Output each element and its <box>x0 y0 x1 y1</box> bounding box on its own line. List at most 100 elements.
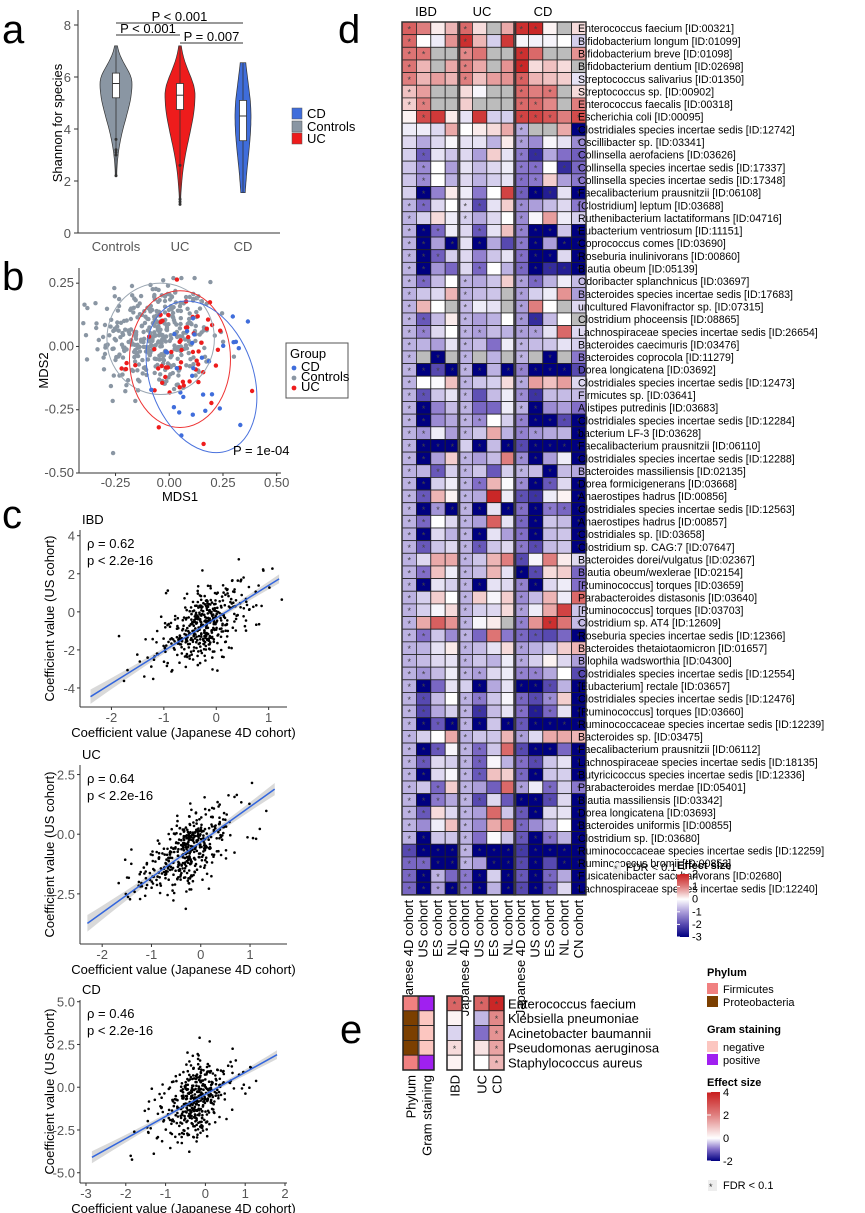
heatmap-cell <box>430 578 446 592</box>
heatmap-cell <box>486 413 502 428</box>
data-point <box>220 627 223 630</box>
fdr-star: * <box>407 252 411 262</box>
heatmap-cell <box>542 34 558 48</box>
heatmap-cell <box>542 730 558 744</box>
data-point <box>195 646 198 650</box>
data-point <box>162 644 165 648</box>
data-point <box>178 634 182 637</box>
point-controls <box>155 362 160 368</box>
data-point <box>199 1099 202 1102</box>
heatmap-cell <box>542 666 558 681</box>
data-point <box>244 629 248 632</box>
point-uc <box>218 328 223 333</box>
data-point <box>182 616 186 619</box>
data-point <box>234 599 238 602</box>
heatmap-cell <box>556 590 573 605</box>
data-point <box>254 604 258 607</box>
point-controls <box>169 353 174 358</box>
heatmap-cell <box>542 122 558 137</box>
point-controls <box>146 350 152 356</box>
fdr-star: * <box>478 682 482 692</box>
fdr-legend-key <box>613 863 621 873</box>
point-cd <box>174 366 179 371</box>
point-controls <box>112 285 117 291</box>
data-point <box>151 637 154 641</box>
outlier-point <box>178 197 182 201</box>
fdr-star: * <box>548 885 552 895</box>
x-tick-label: 0 <box>197 947 204 962</box>
colorbar-tick-label: 1 <box>692 881 698 893</box>
fdr-star: * <box>519 239 523 249</box>
fdr-star: * <box>463 568 467 578</box>
fdr-star: * <box>422 315 426 325</box>
data-point <box>206 605 210 609</box>
fdr-star: * <box>422 682 426 692</box>
fdr-star: * <box>451 505 455 515</box>
heatmap-cell <box>430 97 446 111</box>
fdr-star: * <box>507 442 511 452</box>
fdr-star: * <box>534 366 538 376</box>
data-point <box>188 631 191 635</box>
fdr-star: * <box>507 505 511 515</box>
data-point <box>208 617 212 620</box>
data-point <box>271 567 274 570</box>
data-point <box>187 815 191 818</box>
data-point <box>185 1106 189 1110</box>
point-controls <box>101 355 106 360</box>
data-point <box>203 864 207 867</box>
heatmap-cell <box>486 540 502 554</box>
data-point <box>156 1112 160 1116</box>
fdr-star: * <box>478 758 482 768</box>
point-controls <box>192 275 197 281</box>
data-point <box>233 588 236 591</box>
fdr-star: * <box>463 75 467 85</box>
point-uc <box>205 317 211 322</box>
data-point <box>199 635 203 638</box>
fdr-star: * <box>407 379 411 389</box>
data-point <box>174 1074 178 1078</box>
heatmap-cell <box>430 476 446 491</box>
fdr-star: * <box>577 227 581 237</box>
point-controls <box>175 356 180 361</box>
data-point <box>195 1140 198 1143</box>
heatmap-cell <box>486 666 502 681</box>
point-uc <box>123 366 129 372</box>
row-label: Enterococcus faecalis [ID:00318] <box>578 99 733 111</box>
row-label: Clostridiales species incertae sedis [ID… <box>578 377 795 389</box>
heatmap-cell <box>415 464 432 478</box>
fdr-star: * <box>534 252 538 262</box>
fdr-star: * <box>534 328 538 338</box>
fdr-star: * <box>519 809 523 819</box>
heatmap-cell <box>486 249 502 263</box>
data-point <box>170 1118 174 1122</box>
point-controls <box>153 286 159 292</box>
fdr-star: * <box>507 847 511 857</box>
data-point <box>185 616 188 620</box>
column-label: IBD <box>448 1075 463 1097</box>
fdr-star: * <box>478 796 482 806</box>
column-label: CD <box>490 1075 505 1094</box>
data-point <box>226 1064 230 1067</box>
data-point <box>179 832 182 836</box>
data-point <box>230 1108 234 1111</box>
heatmap-cell <box>486 59 502 74</box>
data-point <box>195 1123 198 1127</box>
ellipse-uc <box>129 290 231 428</box>
point-controls <box>165 283 171 288</box>
data-point <box>144 876 148 880</box>
heatmap-cell <box>471 337 488 352</box>
data-point <box>196 663 200 667</box>
data-point <box>203 654 206 658</box>
data-point <box>183 876 187 879</box>
data-point <box>197 834 200 838</box>
row-label: [Ruminococcus] torques [ID:03660] <box>578 706 744 718</box>
heatmap-group-border <box>513 21 587 896</box>
data-point <box>195 604 198 607</box>
data-point <box>194 1128 197 1132</box>
heatmap-cell <box>486 350 502 364</box>
data-point <box>199 1120 202 1124</box>
data-point <box>197 1067 201 1070</box>
data-point <box>214 1082 218 1086</box>
data-point <box>181 867 184 870</box>
fdr-star: * <box>463 885 467 895</box>
